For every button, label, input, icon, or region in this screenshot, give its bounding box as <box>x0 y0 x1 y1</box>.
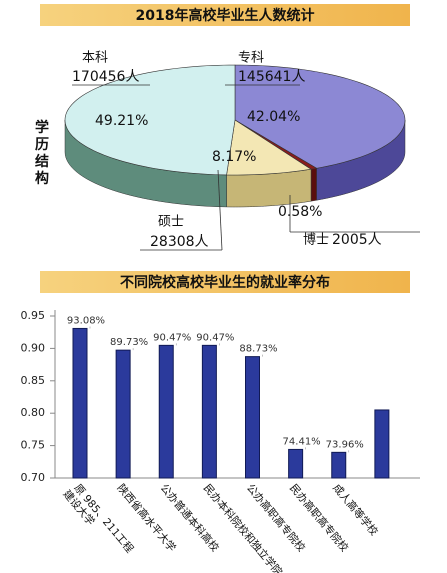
bar <box>158 344 174 479</box>
side-label-char: 学 <box>35 119 49 136</box>
slice-percent: 42.04% <box>247 109 300 125</box>
value-label: 73.96% <box>326 439 364 450</box>
bar <box>288 448 304 479</box>
bar <box>72 327 88 479</box>
slice-percent: 49.21% <box>95 113 148 129</box>
value-label: 74.41% <box>283 436 321 447</box>
bar <box>245 356 260 479</box>
x-tick-label: 成人高等学校 <box>330 482 381 539</box>
value-label: 90.47% <box>196 332 234 343</box>
bar <box>331 451 347 479</box>
side-label-char: 构 <box>35 170 49 187</box>
y-tick-label: 0.95 <box>21 309 46 322</box>
slice-count: 145641人 <box>238 69 305 85</box>
x-tick-label: 民办本科院校和独立学院 <box>201 482 286 573</box>
slice-percent: 8.17% <box>212 149 256 165</box>
bar <box>374 409 390 479</box>
slice-name: 硕士 <box>158 215 184 230</box>
pie-title: 2018年高校毕业生人数统计 <box>136 7 315 24</box>
y-tick-label: 0.70 <box>21 471 46 484</box>
slice-count: 2005人 <box>332 232 382 248</box>
y-tick-label: 0.80 <box>21 406 46 419</box>
slice-count: 170456人 <box>72 69 139 85</box>
leader-line <box>217 169 223 251</box>
y-tick-label: 0.90 <box>21 341 46 354</box>
side-label-char: 结 <box>35 153 49 170</box>
pie-slice <box>64 64 236 176</box>
pie-slice <box>234 64 406 169</box>
value-label: 89.73% <box>110 337 148 348</box>
slice-name: 专科 <box>238 51 264 66</box>
value-label: 93.08% <box>67 315 105 326</box>
slice-name: 博士 <box>303 233 329 248</box>
y-tick-label: 0.85 <box>21 374 46 387</box>
y-tick-label: 0.75 <box>21 439 46 452</box>
bar <box>115 349 131 479</box>
side-label-char: 历 <box>35 137 49 153</box>
slice-name: 本科 <box>82 51 108 66</box>
bar-chart: 0.700.750.800.850.900.95 93.08%原 985、211工… <box>21 309 420 573</box>
bar <box>201 344 217 479</box>
pie-chart: 学历结构学历结构专科145641人42.04%博士2005人0.58%硕士283… <box>35 51 420 251</box>
slice-percent: 0.58% <box>278 204 322 220</box>
pie-slice <box>226 119 312 176</box>
value-label: 88.73% <box>239 344 277 355</box>
title-band <box>40 271 410 293</box>
pie-side <box>310 167 317 202</box>
bar-title: 不同院校高校毕业生的就业率分布 <box>120 274 330 291</box>
slice-count: 28308人 <box>150 234 209 250</box>
value-label: 90.47% <box>153 332 191 343</box>
title-band <box>40 4 410 26</box>
